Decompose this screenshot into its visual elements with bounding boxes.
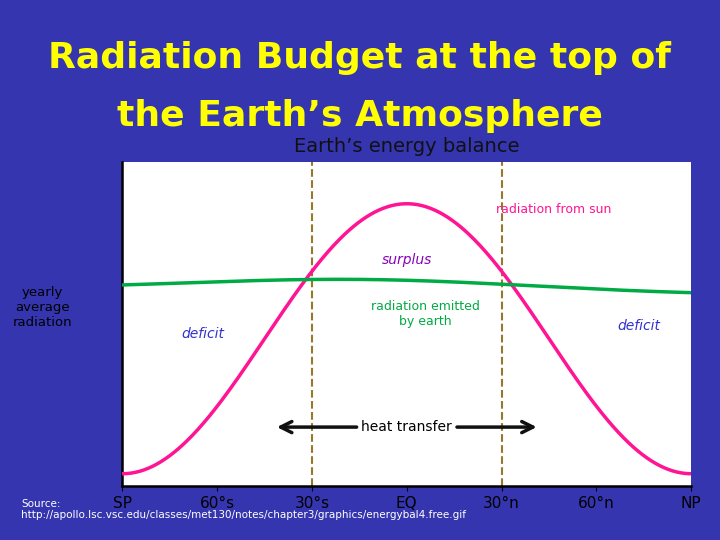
Text: radiation emitted
by earth: radiation emitted by earth [372, 300, 480, 328]
Text: radiation from sun: radiation from sun [496, 203, 611, 216]
Text: Radiation Budget at the top of: Radiation Budget at the top of [48, 41, 672, 75]
Title: Earth’s energy balance: Earth’s energy balance [294, 137, 520, 156]
Text: Source:
http://apollo.lsc.vsc.edu/classes/met130/notes/chapter3/graphics/energyb: Source: http://apollo.lsc.vsc.edu/classe… [22, 499, 467, 521]
Text: heat transfer: heat transfer [361, 420, 452, 434]
Text: surplus: surplus [382, 253, 432, 267]
Text: yearly
average
radiation: yearly average radiation [13, 286, 73, 329]
Text: the Earth’s Atmosphere: the Earth’s Atmosphere [117, 99, 603, 133]
Text: deficit: deficit [181, 327, 225, 341]
Text: deficit: deficit [618, 320, 660, 334]
